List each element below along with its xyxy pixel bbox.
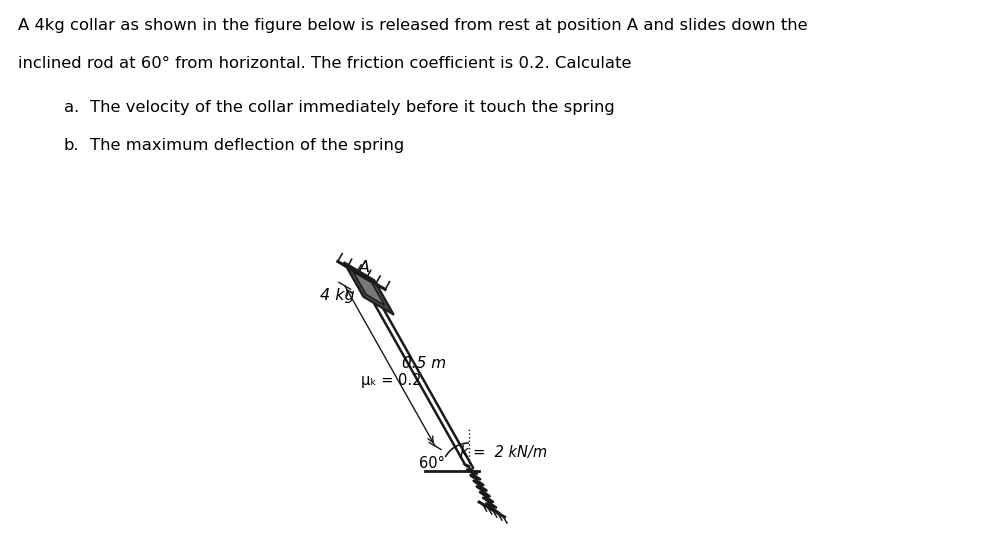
Polygon shape (343, 262, 394, 315)
Text: The maximum deflection of the spring: The maximum deflection of the spring (90, 138, 404, 153)
Text: 0.5 m: 0.5 m (402, 356, 446, 371)
Text: inclined rod at 60° from horizontal. The friction coefficient is 0.2. Calculate: inclined rod at 60° from horizontal. The… (17, 56, 631, 71)
Text: k =  2 kN/m: k = 2 kN/m (460, 444, 547, 459)
Text: b.: b. (63, 138, 79, 153)
Text: A: A (358, 260, 370, 275)
Text: A 4kg collar as shown in the figure below is released from rest at position A an: A 4kg collar as shown in the figure belo… (17, 18, 808, 33)
Polygon shape (353, 272, 385, 305)
Text: μₖ = 0.2: μₖ = 0.2 (362, 373, 422, 388)
Text: 60°: 60° (419, 456, 445, 471)
Text: 4 kg: 4 kg (320, 288, 354, 303)
Text: a.: a. (63, 100, 79, 115)
Text: The velocity of the collar immediately before it touch the spring: The velocity of the collar immediately b… (90, 100, 614, 115)
